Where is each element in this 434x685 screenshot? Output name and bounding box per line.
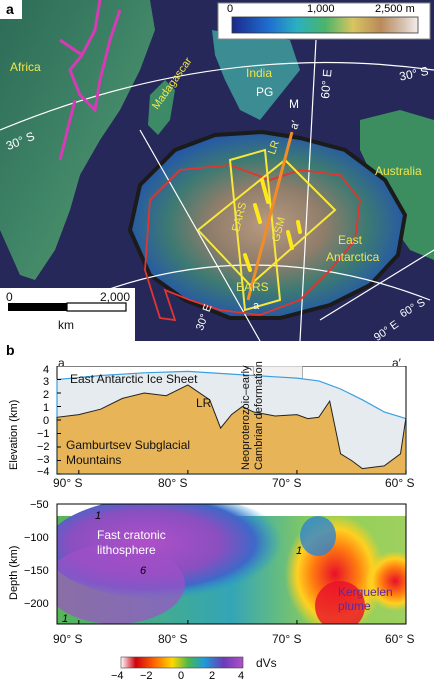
tomography-field <box>57 504 406 624</box>
australia-landmass <box>360 110 434 260</box>
label-pg: PG <box>256 85 274 99</box>
tomography-frame <box>56 503 407 625</box>
deformation-label: Neoproterozoic–early Cambrian deformatio… <box>240 361 265 470</box>
tomography-xtick: 90° S <box>53 632 83 646</box>
ice-sheet-label: East Antarctic Ice Sheet <box>70 372 198 386</box>
elevation-xtick: 70° S <box>272 476 302 490</box>
map-svg <box>0 0 434 342</box>
scalebar-zero: 0 <box>6 290 13 304</box>
mountains-area <box>56 384 407 475</box>
lithosphere-label-2: lithosphere <box>97 543 156 557</box>
madagascar-landmass <box>148 80 175 135</box>
colorbar-a-mid: 1,000 <box>307 3 335 15</box>
lr-label: LR <box>196 396 212 410</box>
colorbar-a <box>231 16 419 34</box>
elevation-ylabel: Elevation (km) <box>8 399 20 470</box>
label-east: East <box>338 233 363 247</box>
tomography-ytick: −50 <box>30 499 49 511</box>
africa-landmass <box>0 0 155 280</box>
map-panel: a 0 1,000 2,500 m Africa Madagascar Indi… <box>0 0 434 344</box>
label-lon-60e: 60° E <box>318 68 335 100</box>
dvs-colorbar <box>120 656 244 669</box>
lat-30s-line <box>0 61 434 131</box>
plume-label-2: plume <box>338 599 371 613</box>
panel-b-letter: b <box>6 342 15 358</box>
contour-label: 1 <box>95 510 102 522</box>
elevation-ticks <box>57 366 407 475</box>
elevation-xtick: 90° S <box>53 476 83 490</box>
tomography-xtick: 70° S <box>272 632 302 646</box>
lon-30e-line <box>139 129 261 342</box>
dvs-tick: 2 <box>209 670 216 682</box>
elevation-ytick: 4 <box>43 364 50 376</box>
tomography-xtick: 60° S <box>385 632 415 646</box>
dvs-tick: 4 <box>238 670 245 682</box>
elevation-xtick: 60° S <box>385 476 415 490</box>
label-africa: Africa <box>10 60 41 74</box>
dvs-tick: −4 <box>111 670 124 682</box>
scalebar-bg <box>0 288 135 341</box>
india-landmass <box>212 30 300 120</box>
label-m: M <box>289 97 299 111</box>
profile-end-a: a <box>58 356 65 370</box>
elevation-ytick: −2 <box>37 441 50 453</box>
tomography-ylabel: Depth (km) <box>8 545 20 600</box>
tomography-ytick: −100 <box>24 532 49 544</box>
lon-90e-line <box>319 249 434 321</box>
elevation-ytick: −4 <box>37 466 50 478</box>
mountains-label-2: Mountains <box>66 453 122 467</box>
label-ears-bottom: EARS <box>236 280 269 294</box>
panel-a-letter-bg <box>0 0 22 19</box>
scalebar-max: 2,000 <box>100 290 131 304</box>
scalebar-black <box>8 303 67 311</box>
yellow-box-2 <box>196 158 337 287</box>
elevation-ytick: 3 <box>43 376 50 388</box>
elevation-ytick: −1 <box>37 428 50 440</box>
tomography-ytick: −150 <box>24 565 49 577</box>
yellow-box-1 <box>228 148 282 312</box>
elevation-xtick: 80° S <box>158 476 188 490</box>
label-a: a <box>253 300 260 312</box>
profile-end-a-prime: a′ <box>392 356 401 370</box>
label-australia: Australia <box>375 164 422 178</box>
scalebar-unit: km <box>58 318 74 332</box>
contour-label: 1 <box>296 545 303 557</box>
tomography-ticks <box>78 620 407 624</box>
tomography-xtick: 80° S <box>158 632 188 646</box>
dvs-tick: 0 <box>178 670 185 682</box>
colorbar-a-max: 2,500 m <box>375 3 415 15</box>
lon-60e-line <box>299 39 317 342</box>
contour-label: 1 <box>62 613 69 625</box>
label-antarctica: Antarctica <box>326 250 380 264</box>
elevation-chart <box>56 366 407 475</box>
lithosphere-label-1: Fast cratonic <box>97 528 166 542</box>
tomography-chart <box>56 503 407 625</box>
rift-segments <box>243 178 302 272</box>
elevation-ytick: 1 <box>43 402 50 414</box>
colorbar-a-min: 0 <box>227 3 234 15</box>
elevation-ytick: 2 <box>43 389 50 401</box>
panel-a-letter: a <box>6 1 14 17</box>
label-india: India <box>246 66 273 80</box>
profile-line <box>246 131 294 301</box>
elevation-ytick: −3 <box>37 454 50 466</box>
contour-label: 6 <box>140 565 147 577</box>
tomography-ytick: −200 <box>24 598 49 610</box>
ears-africa-trace <box>58 0 122 161</box>
dvs-colorbar-gradient <box>120 656 244 669</box>
dvs-unit: dVs <box>256 656 277 670</box>
plume-label-1: Kerguelen <box>338 585 393 599</box>
dvs-tick: −2 <box>140 670 153 682</box>
mountains-label-1: Gamburtsev Subglacial <box>66 438 191 452</box>
elevation-ytick: 0 <box>43 415 50 427</box>
scalebar-white <box>66 302 127 312</box>
lat-60s-line <box>79 264 431 301</box>
